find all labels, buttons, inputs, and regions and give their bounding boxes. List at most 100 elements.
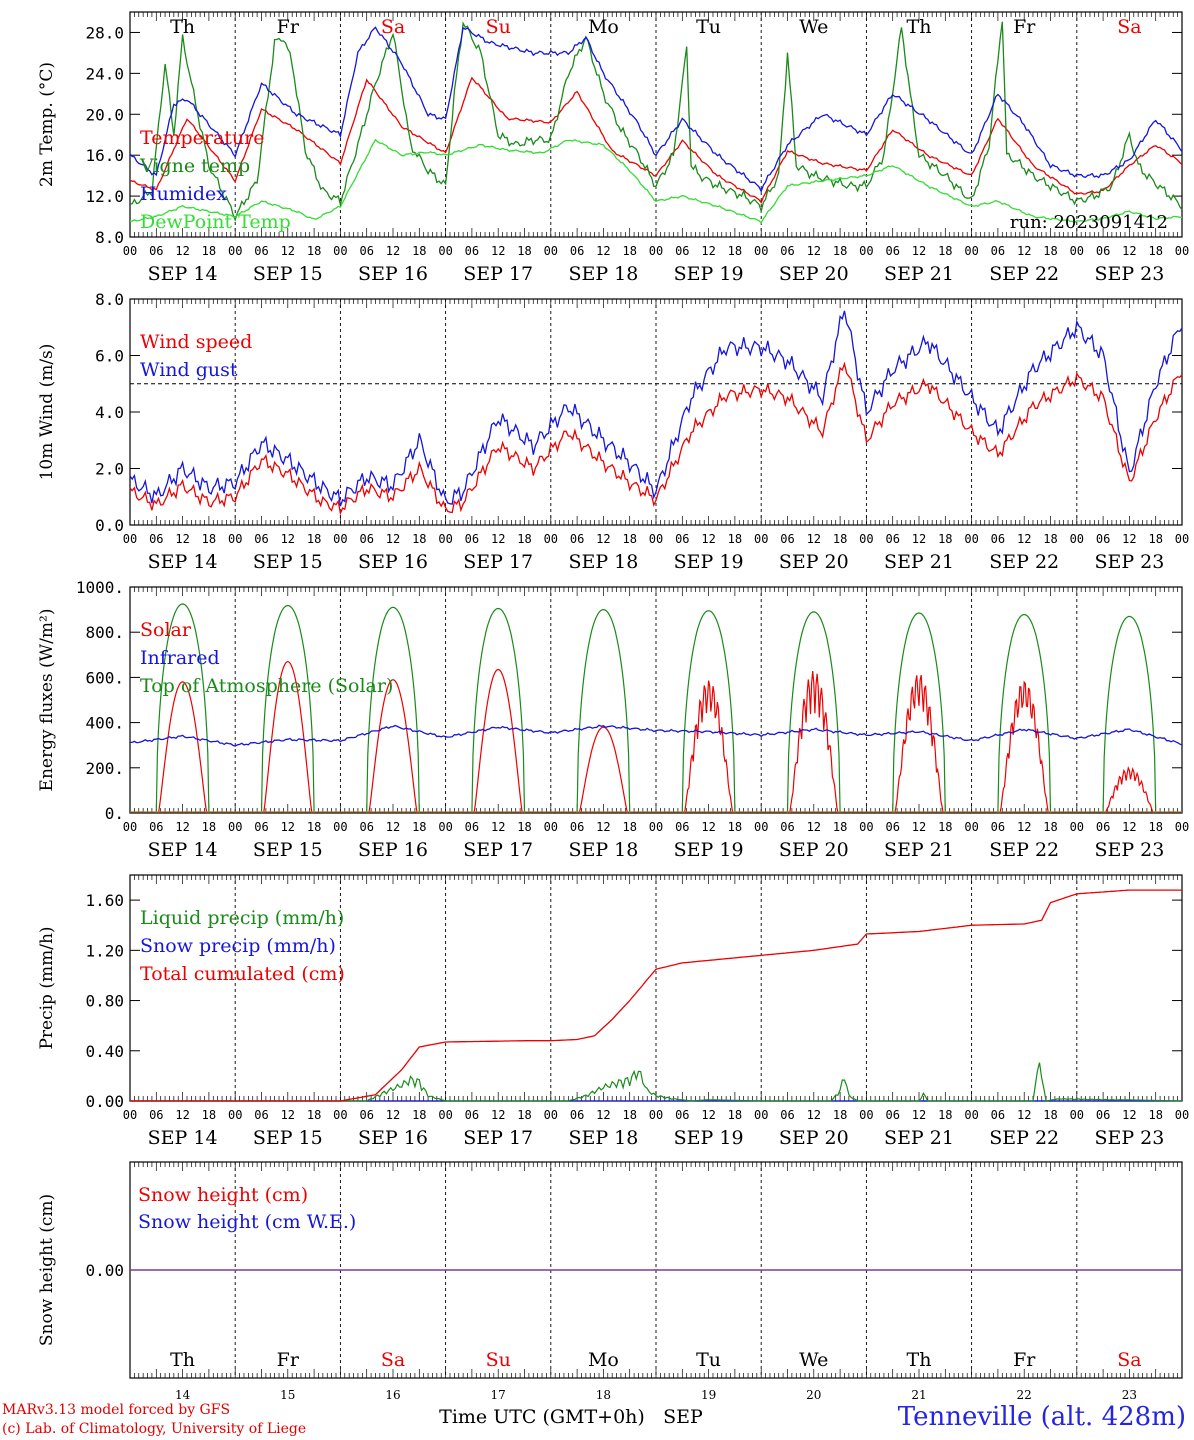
hour-tick-label: 06: [885, 244, 899, 258]
date-label: SEP 17: [463, 1127, 533, 1149]
hour-tick-label: 00: [859, 532, 873, 546]
day-number-label: 14: [175, 1388, 191, 1402]
hour-tick-label: 18: [412, 244, 426, 258]
hour-tick-label: 00: [649, 244, 663, 258]
hour-tick-label: 00: [859, 820, 873, 834]
weekday-label: Th: [907, 1349, 932, 1371]
hour-tick-label: 06: [570, 532, 584, 546]
date-label: SEP 19: [674, 551, 744, 573]
hour-tick-label: 12: [175, 1108, 189, 1122]
surface-solar-curve: [263, 660, 313, 814]
date-label: SEP 21: [884, 1127, 954, 1149]
hour-tick-label: 12: [386, 532, 400, 546]
y-tick-label: 0.: [105, 804, 124, 823]
hour-tick-label: 06: [254, 1108, 268, 1122]
day-number-label: 20: [806, 1388, 821, 1402]
legend-item: Top of Atmosphere (Solar): [140, 675, 393, 697]
toa-solar-arch: [892, 612, 946, 814]
legend-item: Snow height (cm W.E.): [138, 1211, 356, 1233]
hour-tick-label: 12: [281, 532, 295, 546]
surface-solar-curve: [789, 670, 839, 814]
y-axis-label: Energy fluxes (W/m²): [37, 609, 57, 792]
hour-tick-label: 00: [859, 244, 873, 258]
hour-tick-label: 06: [465, 244, 479, 258]
surface-solar-curve: [894, 674, 944, 814]
day-number-label: 16: [385, 1388, 400, 1402]
hour-tick-label: 18: [728, 1108, 742, 1122]
hour-tick-label: 12: [175, 244, 189, 258]
hour-tick-label: 06: [780, 1108, 794, 1122]
hour-tick-label: 18: [622, 532, 636, 546]
hour-tick-label: 18: [728, 244, 742, 258]
hour-tick-label: 12: [386, 1108, 400, 1122]
weekday-label: Su: [486, 16, 511, 38]
date-label: SEP 18: [568, 551, 638, 573]
hour-tick-label: 12: [491, 1108, 505, 1122]
day-number-label: 15: [280, 1388, 295, 1402]
day-number-label: 22: [1017, 1388, 1032, 1402]
date-label: SEP 19: [674, 839, 744, 861]
weekday-label: We: [799, 1349, 828, 1371]
date-label: SEP 17: [463, 263, 533, 285]
hour-tick-label: 12: [281, 820, 295, 834]
toa-solar-arch: [1102, 615, 1157, 814]
weekday-label: Th: [170, 16, 195, 38]
day-number-label: 18: [596, 1388, 611, 1402]
hour-tick-label: 12: [912, 244, 926, 258]
hour-tick-label: 06: [359, 1108, 373, 1122]
y-axis-label: 10m Wind (m/s): [37, 344, 57, 481]
y-tick-label: 16.0: [85, 146, 124, 165]
hour-tick-label: 06: [254, 244, 268, 258]
hour-tick-label: 12: [596, 1108, 610, 1122]
weekday-label: Tu: [696, 1349, 721, 1371]
date-label: SEP 22: [989, 263, 1059, 285]
hour-tick-label: 00: [964, 820, 978, 834]
date-label: SEP 16: [358, 1127, 428, 1149]
hour-tick-label: 06: [1096, 820, 1110, 834]
hour-tick-label: 00: [438, 820, 452, 834]
hour-tick-label: 18: [202, 532, 216, 546]
weekday-label: Fr: [1013, 16, 1036, 38]
weekday-label: Sa: [1117, 1349, 1141, 1371]
toa-solar-arch: [366, 606, 420, 814]
y-tick-label: 0.0: [95, 516, 124, 535]
y-tick-label: 12.0: [85, 187, 124, 206]
y-tick-label: 0.00: [85, 1261, 124, 1280]
hour-tick-label: 18: [833, 532, 847, 546]
date-label: SEP 23: [1094, 263, 1164, 285]
hour-tick-label: 00: [544, 244, 558, 258]
hour-tick-label: 12: [701, 244, 715, 258]
y-axis-label: Precip (mm/h): [37, 926, 57, 1049]
hour-tick-label: 18: [728, 820, 742, 834]
day-number-label: 17: [491, 1388, 506, 1402]
hour-tick-label: 00: [649, 1108, 663, 1122]
surface-solar-curve: [368, 679, 418, 814]
y-tick-label: 0.40: [85, 1042, 124, 1061]
date-label: SEP 23: [1094, 551, 1164, 573]
date-label: SEP 15: [253, 551, 323, 573]
date-label: SEP 18: [568, 839, 638, 861]
surface-solar-curve: [1104, 766, 1155, 814]
weekday-label: Fr: [277, 1349, 300, 1371]
hour-tick-label: 12: [912, 532, 926, 546]
weekday-label: Tu: [696, 16, 721, 38]
toa-solar-arch: [681, 610, 736, 814]
hour-tick-label: 12: [1122, 820, 1136, 834]
legend-item: Wind gust: [140, 359, 238, 381]
hour-tick-label: 06: [359, 820, 373, 834]
hour-tick-label: 06: [991, 532, 1005, 546]
hour-tick-label: 06: [149, 1108, 163, 1122]
hour-tick-label: 18: [307, 244, 321, 258]
y-tick-label: 400.: [85, 714, 124, 733]
hour-tick-label: 06: [991, 244, 1005, 258]
hour-tick-label: 00: [1175, 532, 1189, 546]
hour-tick-label: 06: [991, 820, 1005, 834]
hour-tick-label: 06: [254, 820, 268, 834]
infrared-line: [130, 724, 1183, 747]
hour-tick-label: 06: [254, 532, 268, 546]
hour-tick-label: 06: [780, 820, 794, 834]
hour-tick-label: 00: [228, 244, 242, 258]
hour-tick-label: 18: [412, 820, 426, 834]
hour-tick-label: 06: [359, 244, 373, 258]
